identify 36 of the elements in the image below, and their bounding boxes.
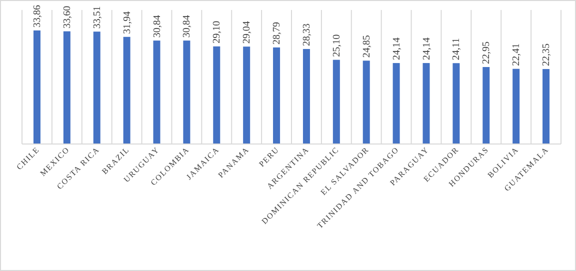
bar — [63, 31, 70, 144]
bar — [153, 40, 160, 144]
bar — [93, 32, 100, 144]
bar — [362, 60, 370, 144]
data-label: 22,35 — [541, 44, 552, 66]
bar — [273, 47, 280, 144]
bar — [332, 60, 340, 144]
data-label: 29,10 — [212, 20, 223, 44]
data-label: 28,79 — [272, 22, 283, 44]
bar — [512, 68, 520, 144]
data-label: 25,10 — [331, 34, 342, 57]
bar — [302, 48, 310, 144]
bar — [123, 36, 130, 144]
data-label: 22,95 — [481, 42, 492, 64]
data-label: 28,33 — [301, 23, 312, 46]
data-label: 24,11 — [451, 38, 462, 60]
bar — [33, 30, 40, 144]
data-label: 33,60 — [62, 6, 73, 28]
bar — [542, 69, 550, 144]
bar — [452, 63, 460, 144]
bar — [422, 63, 430, 144]
data-label: 30,84 — [182, 15, 193, 38]
bar — [392, 63, 400, 144]
bar — [213, 46, 220, 144]
data-label: 31,94 — [122, 11, 133, 34]
bar — [183, 40, 190, 144]
data-label: 33,86 — [32, 4, 43, 28]
data-label: 22,41 — [511, 43, 522, 66]
data-label: 24,14 — [391, 38, 402, 60]
data-label: 24,14 — [421, 38, 432, 60]
data-label: 33,51 — [92, 6, 103, 29]
bar — [243, 46, 250, 144]
data-label: 29,04 — [242, 21, 253, 44]
bar — [482, 67, 490, 144]
data-label: 30,84 — [152, 15, 163, 38]
data-label: 24,85 — [361, 35, 372, 58]
